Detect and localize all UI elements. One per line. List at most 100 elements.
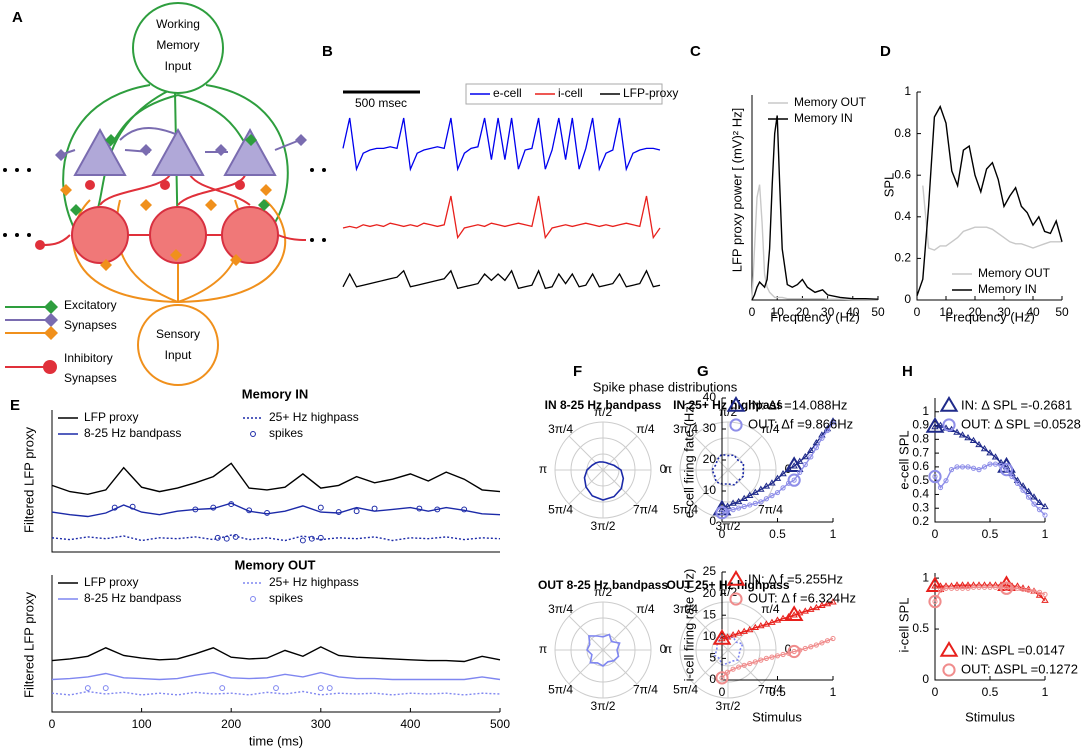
marker xyxy=(1009,473,1015,480)
marker xyxy=(829,598,837,605)
node-text: Input xyxy=(165,348,192,362)
marker xyxy=(981,584,988,590)
marker xyxy=(954,464,960,470)
series-line xyxy=(51,690,501,696)
x-tick-label: 50 xyxy=(871,305,885,319)
x-tick-label: 50 xyxy=(1055,305,1069,319)
legend-label: IN: ΔSPL =0.0147 xyxy=(961,642,1065,657)
marker xyxy=(762,620,771,627)
x-tick-label: 1 xyxy=(1042,685,1049,699)
marker xyxy=(723,502,732,509)
marker xyxy=(751,623,760,631)
sensory-node xyxy=(137,304,219,386)
y-axis-label: Filtered LFP proxy xyxy=(21,592,36,698)
legend-label: OUT: Δf =9.866Hz xyxy=(748,416,853,431)
marker xyxy=(461,506,468,513)
y-tick-label: 0.6 xyxy=(912,459,929,473)
legend-text: Synapses xyxy=(64,371,117,385)
theta-label: π xyxy=(539,462,547,476)
synapse xyxy=(235,180,245,190)
marker xyxy=(228,501,235,508)
node-text: Memory xyxy=(156,38,199,52)
y-tick-label: 1 xyxy=(922,404,929,418)
marker xyxy=(958,581,967,588)
marker xyxy=(769,493,775,499)
marker xyxy=(730,666,736,672)
theta-label: 7π/4 xyxy=(758,682,783,696)
node-text: Input xyxy=(165,59,192,73)
legend-label: i-cell xyxy=(558,86,583,100)
marker xyxy=(948,467,955,473)
marker xyxy=(931,422,939,430)
marker xyxy=(758,499,764,505)
marker xyxy=(264,510,270,516)
x-tick-label: 1 xyxy=(830,685,837,699)
synapse xyxy=(85,180,95,190)
marker xyxy=(784,456,804,472)
legend-label: IN: Δ SPL =-0.2681 xyxy=(961,397,1072,412)
marker xyxy=(250,596,256,602)
polar-series xyxy=(711,453,745,486)
marker xyxy=(797,469,803,475)
theta-label: 7π/4 xyxy=(633,502,658,516)
theta-label: 0 xyxy=(660,642,667,656)
series-line xyxy=(922,185,1062,251)
marker xyxy=(774,489,781,496)
marker xyxy=(768,618,776,625)
legend-label: 8-25 Hz bandpass xyxy=(84,591,181,605)
marker xyxy=(830,420,836,426)
polar-spoke xyxy=(568,649,604,685)
legend-label: OUT: Δ SPL =0.0528 xyxy=(961,416,1081,431)
x-tick-label: 0 xyxy=(719,527,726,541)
marker xyxy=(250,431,256,437)
marker xyxy=(787,473,801,487)
e-cells xyxy=(73,127,277,176)
theta-label: π/4 xyxy=(636,602,655,616)
series-line xyxy=(51,502,501,518)
marker xyxy=(214,534,221,541)
marker xyxy=(976,584,982,590)
panel-label: A xyxy=(12,9,23,26)
legend-label: Memory IN xyxy=(978,282,1037,296)
panel-title: Spike phase distributions xyxy=(593,379,738,394)
marker xyxy=(729,418,743,432)
marker xyxy=(964,581,972,588)
x-tick-label: 40 xyxy=(1026,305,1040,319)
axes xyxy=(51,410,500,553)
marker xyxy=(712,629,732,645)
legend-label: LFP-proxy xyxy=(623,86,678,100)
theta-label: 5π/4 xyxy=(548,502,573,516)
marker xyxy=(740,627,748,634)
marker xyxy=(937,587,944,593)
marker xyxy=(729,499,737,506)
marker xyxy=(997,458,1005,466)
marker xyxy=(964,433,972,441)
legend-diamond xyxy=(44,326,58,340)
legend-diamond xyxy=(44,313,58,327)
marker xyxy=(937,484,944,491)
marker xyxy=(1042,591,1048,598)
x-tick-label: 200 xyxy=(221,717,241,731)
y-axis-label: LFP proxy power [ (mV)² Hz] xyxy=(729,108,744,272)
y-axis-label: i-cell firing rate (Hz) xyxy=(681,569,696,682)
theta-label: 5π/4 xyxy=(673,502,698,516)
x-tick-label: 1 xyxy=(1042,527,1049,541)
polar-spoke xyxy=(568,615,604,651)
marker xyxy=(970,465,977,471)
y-tick-label: 0 xyxy=(922,672,929,686)
y-tick-label: 0 xyxy=(709,514,716,528)
y-tick-label: 10 xyxy=(703,483,717,497)
series-line xyxy=(51,534,501,542)
y-tick-label: 0.2 xyxy=(912,514,929,528)
theta-label: π/4 xyxy=(636,422,655,436)
legend-label: LFP proxy xyxy=(84,575,138,589)
panel-label: H xyxy=(902,363,913,380)
series-line xyxy=(51,462,501,496)
marker xyxy=(812,438,821,446)
theta-label: 3π/2 xyxy=(716,519,741,533)
marker xyxy=(823,599,832,607)
panel-label: E xyxy=(10,397,20,414)
inhibitory-path xyxy=(41,174,307,246)
x-tick-label: 30 xyxy=(997,305,1011,319)
